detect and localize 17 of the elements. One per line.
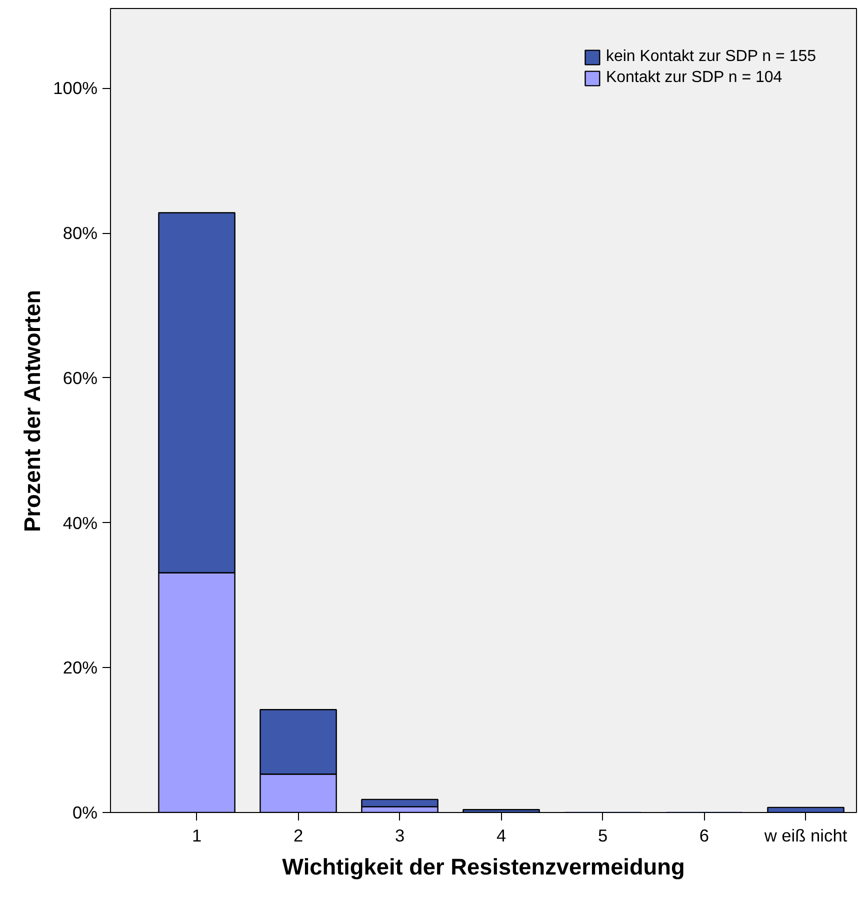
legend-label: kein Kontakt zur SDP n = 155 xyxy=(606,48,816,66)
y-axis-title: Prozent der Antworten xyxy=(19,290,46,532)
x-tick-label: 2 xyxy=(293,826,304,846)
y-tick-label: 80% xyxy=(62,223,98,244)
y-tick-label: 0% xyxy=(72,802,98,822)
x-tick-label: w eiß nicht xyxy=(763,826,848,846)
x-tick-label: 4 xyxy=(496,826,506,846)
y-tick-label: 20% xyxy=(62,658,98,678)
x-tick-label: 3 xyxy=(394,826,405,846)
x-tick-label: 1 xyxy=(192,826,202,846)
y-tick-label: 40% xyxy=(62,512,98,533)
x-tick-label: 5 xyxy=(598,826,608,846)
x-axis-title: Wichtigkeit der Resistenzvermeidung xyxy=(282,854,685,880)
legend-label: Kontakt zur SDP n = 104 xyxy=(606,69,782,87)
y-tick-label: 60% xyxy=(62,368,98,388)
x-tick-label: 6 xyxy=(699,826,710,846)
y-tick-label: 100% xyxy=(53,78,98,98)
